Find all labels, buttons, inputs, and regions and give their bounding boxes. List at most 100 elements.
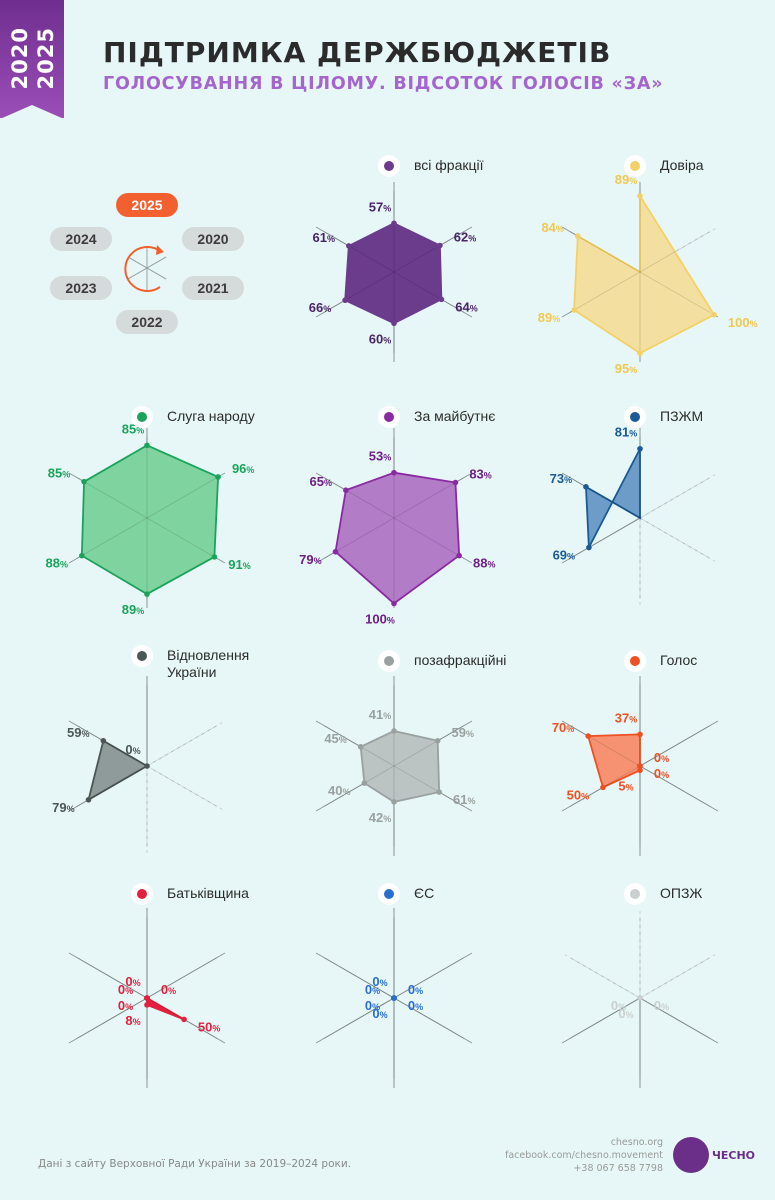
faction-name: всі фракції [414, 157, 484, 173]
axis-overlay [323, 997, 395, 1039]
icon-dot [630, 656, 640, 666]
value-label: 5% [618, 778, 633, 793]
value-label: 61% [453, 792, 475, 807]
data-point [456, 552, 462, 559]
value-label: 100% [728, 315, 758, 330]
axis-overlay [569, 725, 641, 767]
axis-overlay [146, 477, 218, 519]
data-point [181, 1016, 187, 1023]
axis-line [315, 997, 395, 1044]
axis-overlay [393, 957, 465, 999]
axis-overlay [569, 271, 641, 313]
year-pill [182, 227, 244, 251]
radar-chart: 85%96%91%89%88%85%Слуга народу [45, 406, 255, 617]
faction-name: Відновлення [167, 647, 249, 663]
data-point [332, 548, 339, 555]
faction-name: ЄС [414, 885, 434, 901]
data-point [637, 193, 643, 199]
year-pill [182, 276, 244, 300]
axis-overlay [393, 765, 465, 807]
data-point [711, 311, 717, 318]
value-label: 88% [473, 556, 495, 571]
value-label: 64% [455, 299, 477, 314]
icon-dot [137, 412, 147, 422]
data-point [144, 591, 150, 597]
year-legend: 2025 2020 2021 2022 2023 2024 [50, 193, 244, 334]
axis-overlay [569, 997, 641, 1039]
axis-line [68, 997, 148, 1044]
radar-chart: 89%100%95%89%84%Довіра [538, 155, 758, 376]
year-label: 2023 [65, 280, 96, 296]
data-point [144, 442, 150, 449]
icon-dot [384, 656, 394, 666]
contacts: chesno.org facebook.com/chesno.movement … [505, 1136, 663, 1175]
year-label: 2020 [197, 231, 228, 247]
series-area [586, 733, 641, 789]
page-subtitle: ГОЛОСУВАННЯ В ЦІЛОМУ. ВІДСОТОК ГОЛОСІВ «… [103, 74, 664, 94]
value-label: 37% [615, 710, 637, 725]
axis-line [639, 517, 719, 564]
value-label: 81% [615, 425, 637, 440]
data-point [391, 799, 397, 805]
value-label: 45% [324, 731, 346, 746]
axis-overlay [76, 477, 148, 519]
value-label: 84% [541, 220, 563, 235]
value-label: 0% [118, 998, 133, 1013]
value-label: 53% [369, 449, 391, 464]
data-point [637, 995, 643, 1001]
data-point [391, 728, 397, 734]
legend-arrow [124, 246, 161, 292]
faction-name: Голос [660, 652, 697, 668]
axis-line [561, 517, 641, 564]
axis-overlay [323, 957, 395, 999]
axis-line [639, 720, 719, 767]
value-label: 79% [52, 800, 74, 815]
data-point [211, 554, 218, 560]
arrowhead-icon [156, 245, 164, 255]
value-label: 0% [125, 974, 140, 989]
value-label: 60% [369, 331, 391, 346]
facebook-link[interactable]: facebook.com/chesno.movement [504, 1150, 663, 1161]
value-label: 0% [125, 742, 140, 757]
radar-chart: 0%0%0%ОПЗЖ [561, 883, 719, 1088]
data-point [437, 242, 443, 249]
data-point [391, 600, 397, 607]
value-label: 50% [198, 1019, 220, 1034]
radar-chart: 81% 69% 73% ПЗЖМ [550, 406, 719, 608]
data-point [585, 733, 591, 739]
value-label: 0% [618, 1006, 633, 1021]
faction-name: ПЗЖМ [660, 408, 703, 424]
axis-overlay [639, 271, 711, 313]
chesno-logo-icon [673, 1137, 709, 1173]
value-label: 83% [469, 467, 491, 482]
faction-name-line2: України [167, 664, 216, 680]
data-point [637, 445, 643, 452]
year-label: 2025 [131, 197, 162, 213]
value-label: 0% [408, 982, 423, 997]
year-label: 2024 [65, 231, 96, 247]
value-label: 91% [228, 557, 250, 572]
axis-overlay [569, 477, 641, 519]
icon-dot [630, 161, 640, 171]
value-label: 59% [452, 725, 474, 740]
value-label: 40% [328, 783, 350, 798]
faction-name: Довіра [660, 157, 704, 173]
icon-dot [384, 161, 394, 171]
axis-overlay [146, 725, 218, 767]
data-point [85, 796, 92, 803]
value-label: 0% [654, 766, 669, 781]
axis-overlay [569, 957, 641, 999]
value-label: 59% [67, 725, 89, 740]
radar-chart: 0% 0%0%0%0%0%ЄС [315, 883, 473, 1088]
axis-line [393, 952, 473, 999]
year-label: 2022 [131, 314, 162, 330]
data-point [391, 320, 397, 327]
series-area [359, 729, 441, 803]
axis-overlay [639, 997, 711, 1039]
data-point [346, 243, 352, 249]
site-link[interactable]: chesno.org [610, 1137, 663, 1148]
data-point [637, 763, 643, 769]
value-label: 0% [118, 982, 133, 997]
value-label: 0% [654, 750, 669, 765]
